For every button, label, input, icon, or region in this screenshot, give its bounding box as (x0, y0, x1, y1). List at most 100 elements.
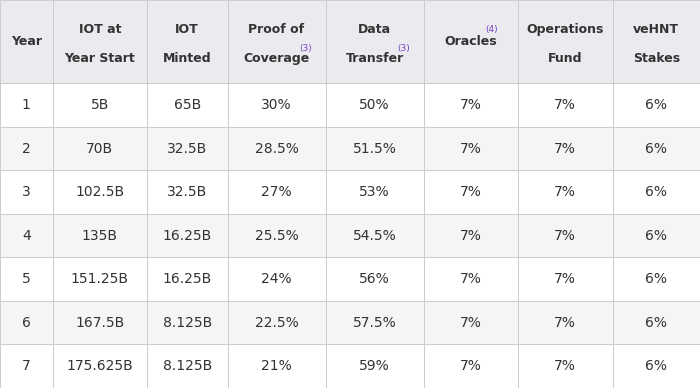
Bar (147, 345, 228, 388)
Text: 6%: 6% (645, 229, 667, 243)
Text: 8.125B: 8.125B (162, 359, 212, 373)
Bar (147, 301, 228, 345)
Text: 175.625B: 175.625B (66, 359, 133, 373)
Text: 56%: 56% (359, 272, 390, 286)
Text: 7%: 7% (554, 185, 576, 199)
Bar (612, 214, 700, 258)
Text: 59%: 59% (359, 359, 390, 373)
Text: 2: 2 (22, 142, 31, 156)
Bar (52, 0, 147, 83)
Text: 16.25B: 16.25B (162, 229, 212, 243)
Bar (52, 83, 147, 127)
Text: 7%: 7% (554, 316, 576, 330)
Text: 7%: 7% (460, 185, 482, 199)
Text: 24%: 24% (261, 272, 292, 286)
Bar (147, 170, 228, 214)
Bar (147, 214, 228, 258)
Bar (228, 214, 326, 258)
Text: Minted: Minted (163, 52, 211, 65)
Bar (228, 127, 326, 170)
Bar (424, 127, 518, 170)
Bar (0, 0, 52, 83)
Bar (424, 345, 518, 388)
Bar (424, 0, 518, 83)
Text: Fund: Fund (548, 52, 582, 65)
Text: 5: 5 (22, 272, 31, 286)
Text: 28.5%: 28.5% (255, 142, 298, 156)
Bar (518, 258, 612, 301)
Text: 167.5B: 167.5B (75, 316, 125, 330)
Text: 6%: 6% (645, 98, 667, 112)
Text: 50%: 50% (359, 98, 390, 112)
Bar (228, 345, 326, 388)
Text: 8.125B: 8.125B (162, 316, 212, 330)
Text: 6: 6 (22, 316, 31, 330)
Bar (424, 258, 518, 301)
Text: 135B: 135B (82, 229, 118, 243)
Bar (612, 170, 700, 214)
Text: 7%: 7% (554, 359, 576, 373)
Bar (424, 301, 518, 345)
Bar (0, 214, 52, 258)
Text: Stakes: Stakes (633, 52, 680, 65)
Text: 6%: 6% (645, 359, 667, 373)
Bar (612, 83, 700, 127)
Text: 57.5%: 57.5% (353, 316, 396, 330)
Text: (3): (3) (397, 44, 410, 53)
Text: 30%: 30% (261, 98, 292, 112)
Text: Year Start: Year Start (64, 52, 135, 65)
Text: 21%: 21% (261, 359, 292, 373)
Bar (326, 170, 424, 214)
Bar (228, 0, 326, 83)
Bar (518, 214, 612, 258)
Bar (147, 258, 228, 301)
Bar (52, 214, 147, 258)
Bar (147, 0, 228, 83)
Text: 102.5B: 102.5B (75, 185, 125, 199)
Bar (52, 127, 147, 170)
Text: 7%: 7% (460, 359, 482, 373)
Bar (147, 83, 228, 127)
Text: 27%: 27% (261, 185, 292, 199)
Text: 7: 7 (22, 359, 31, 373)
Text: Year: Year (10, 35, 42, 48)
Text: 6%: 6% (645, 316, 667, 330)
Text: IOT at: IOT at (78, 23, 121, 36)
Bar (228, 170, 326, 214)
Text: 7%: 7% (554, 272, 576, 286)
Bar (612, 345, 700, 388)
Bar (228, 83, 326, 127)
Text: Data: Data (358, 23, 391, 36)
Bar (52, 301, 147, 345)
Bar (326, 83, 424, 127)
Text: Proof of: Proof of (248, 23, 304, 36)
Bar (228, 301, 326, 345)
Text: 7%: 7% (460, 316, 482, 330)
Text: 22.5%: 22.5% (255, 316, 298, 330)
Text: 32.5B: 32.5B (167, 142, 207, 156)
Text: 70B: 70B (86, 142, 113, 156)
Bar (612, 0, 700, 83)
Bar (0, 127, 52, 170)
Bar (326, 127, 424, 170)
Text: Oracles: Oracles (444, 35, 497, 48)
Bar (612, 258, 700, 301)
Text: Coverage: Coverage (244, 52, 309, 65)
Text: 53%: 53% (359, 185, 390, 199)
Text: veHNT: veHNT (634, 23, 679, 36)
Bar (424, 83, 518, 127)
Bar (424, 214, 518, 258)
Bar (612, 127, 700, 170)
Bar (326, 345, 424, 388)
Bar (52, 258, 147, 301)
Text: 7%: 7% (554, 142, 576, 156)
Text: 7%: 7% (460, 272, 482, 286)
Bar (0, 83, 52, 127)
Text: IOT: IOT (176, 23, 199, 36)
Bar (518, 0, 612, 83)
Text: 7%: 7% (460, 229, 482, 243)
Bar (52, 170, 147, 214)
Text: Operations: Operations (526, 23, 604, 36)
Bar (0, 301, 52, 345)
Bar (518, 345, 612, 388)
